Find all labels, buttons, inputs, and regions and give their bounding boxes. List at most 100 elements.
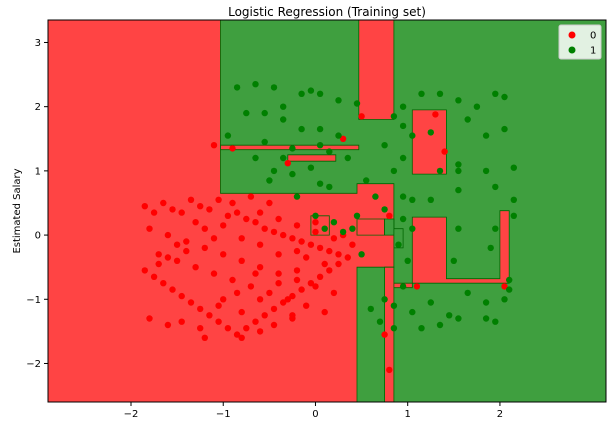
point-class-1-69: [506, 276, 513, 284]
point-class-1-11: [436, 90, 444, 98]
point-class-1-51: [510, 196, 517, 203]
point-class-0-11: [243, 215, 250, 223]
point-class-0-102: [238, 235, 245, 242]
point-class-0-55: [330, 289, 338, 297]
point-class-0-21: [335, 251, 342, 258]
y-tick-label: −2: [26, 359, 41, 370]
point-class-1-84: [455, 315, 462, 322]
point-class-0-103: [220, 296, 227, 303]
point-class-0-74: [284, 160, 291, 167]
point-class-0-10: [233, 209, 241, 216]
point-class-1-24: [409, 132, 416, 139]
point-class-0-86: [266, 199, 273, 207]
point-class-0-31: [215, 318, 222, 325]
point-class-0-15: [280, 231, 287, 239]
point-class-1-17: [261, 109, 268, 117]
point-class-0-95: [164, 254, 172, 261]
point-class-1-53: [293, 193, 301, 200]
point-class-1-46: [399, 193, 407, 200]
point-class-1-7: [335, 97, 342, 104]
point-class-0-115: [289, 315, 296, 322]
point-class-0-97: [293, 247, 301, 255]
point-class-0-8: [215, 196, 222, 203]
legend-label-1: 1: [590, 46, 596, 57]
point-class-1-44: [326, 183, 333, 191]
point-class-1-71: [390, 302, 398, 309]
point-class-1-10: [418, 90, 425, 98]
y-tick-label: 2: [35, 102, 41, 113]
region-class-0-1: [358, 20, 395, 120]
point-class-1-65: [395, 241, 402, 248]
point-class-0-70: [330, 235, 338, 242]
point-class-0-83: [386, 366, 393, 374]
point-class-0-58: [192, 264, 199, 271]
point-class-0-52: [275, 270, 282, 277]
point-class-1-79: [367, 305, 374, 313]
region-class-0-4: [287, 154, 337, 162]
point-class-1-30: [261, 138, 268, 146]
y-tick-label: 0: [35, 231, 41, 242]
data-points: [141, 81, 517, 374]
point-class-1-61: [510, 212, 517, 219]
point-class-0-38: [280, 299, 287, 306]
y-tick-label: 1: [35, 166, 41, 177]
point-class-1-86: [501, 296, 508, 303]
point-class-1-35: [381, 142, 388, 149]
point-class-1-38: [455, 161, 462, 168]
point-class-1-20: [316, 125, 324, 133]
region-class-0-7: [356, 218, 386, 236]
point-class-0-40: [298, 286, 305, 293]
point-class-0-4: [178, 209, 185, 216]
point-class-1-6: [316, 90, 324, 98]
point-class-1-2: [270, 84, 278, 91]
region-class-0-2: [411, 109, 447, 175]
point-class-1-66: [404, 257, 411, 264]
point-class-0-6: [197, 203, 204, 210]
point-class-1-19: [298, 125, 305, 133]
point-class-0-27: [178, 292, 185, 300]
point-class-1-58: [409, 225, 416, 232]
point-class-1-42: [270, 167, 278, 175]
point-class-0-117: [164, 321, 172, 329]
point-class-1-15: [501, 93, 508, 101]
y-axis-label: Estimated Salary: [12, 168, 23, 253]
point-class-0-94: [173, 241, 181, 248]
point-class-1-89: [381, 206, 388, 213]
point-class-1-25: [427, 129, 434, 136]
point-class-1-50: [492, 183, 499, 191]
point-class-0-41: [307, 280, 315, 287]
point-class-0-51: [256, 264, 264, 271]
point-class-0-26: [169, 286, 176, 293]
point-class-0-100: [275, 251, 282, 258]
point-class-0-57: [173, 257, 181, 264]
point-class-1-85: [482, 315, 490, 322]
point-class-0-17: [298, 238, 305, 245]
point-class-0-0: [141, 203, 148, 210]
point-class-0-82: [381, 331, 388, 338]
point-class-1-94: [390, 167, 398, 175]
point-class-1-70: [381, 296, 388, 303]
point-class-0-93: [183, 247, 190, 255]
point-class-0-68: [293, 222, 301, 229]
point-class-0-33: [233, 331, 241, 338]
point-class-1-57: [399, 215, 407, 223]
point-class-0-29: [197, 305, 204, 313]
point-class-0-60: [229, 276, 236, 284]
point-class-0-76: [358, 113, 365, 120]
point-class-0-110: [215, 302, 222, 309]
point-class-0-48: [201, 244, 208, 252]
legend-label-0: 0: [590, 31, 596, 42]
point-class-1-47: [409, 196, 416, 203]
x-tick-label: 2: [497, 409, 503, 420]
point-class-1-82: [418, 325, 425, 332]
point-class-1-67: [450, 257, 457, 264]
point-class-0-113: [270, 321, 278, 329]
point-class-0-9: [224, 212, 232, 219]
point-class-1-12: [455, 97, 462, 104]
point-class-1-87: [399, 283, 407, 290]
region-class-0-6: [393, 210, 510, 289]
point-class-1-13: [473, 103, 481, 110]
point-class-0-66: [256, 209, 264, 216]
point-class-0-87: [247, 193, 255, 200]
point-class-0-23: [141, 267, 148, 274]
